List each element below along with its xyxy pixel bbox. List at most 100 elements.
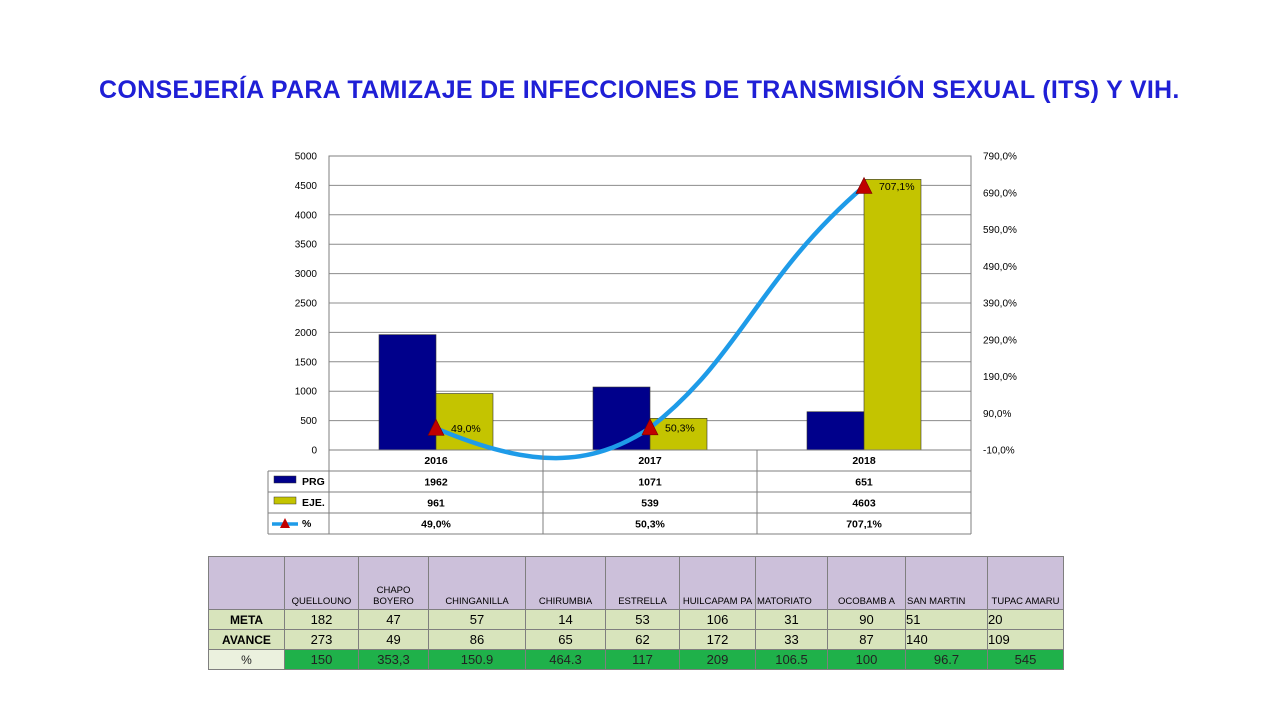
table-cell: 353,3 — [358, 649, 429, 670]
y-left-tick-label: 1000 — [295, 387, 318, 398]
percent-marker-2018 — [855, 176, 873, 194]
table-cell: 106.5 — [755, 649, 828, 670]
legend-label-%: % — [302, 518, 312, 530]
bar-eje-2018 — [863, 179, 922, 451]
bar-eje-2017 — [649, 418, 708, 451]
y-right-tick-label: 490,0% — [983, 262, 1017, 273]
x-tick-label: 2018 — [852, 455, 876, 467]
table-cell: 14 — [525, 609, 606, 630]
table-cell: 106 — [679, 609, 756, 630]
header-matoriato: MATORIATO — [755, 556, 828, 610]
point-label-2016: 49,0% — [451, 423, 481, 435]
table-cell: 62 — [605, 629, 680, 650]
data-table-value: 707,1% — [846, 519, 882, 531]
y-left-tick-label: 0 — [311, 446, 317, 457]
chart-data-table: 2016 2017 2018 PRG 1962 1071 651 EJE. 961 539 4603… — [267, 450, 972, 535]
percent-line: 49,0% 50,3% 707,1% — [427, 176, 915, 461]
table-header-row: QUELLOUNO CHAPO BOYERO CHINGANILLA CHIRU… — [208, 556, 1064, 610]
header-san-martin: SAN MARTIN — [905, 556, 988, 610]
legend-swatch-EJE. — [273, 496, 297, 505]
y-left-tick-label: 5000 — [295, 152, 318, 163]
y-right-tick-label: 90,0% — [983, 409, 1011, 420]
table-cell: 150 — [284, 649, 359, 670]
y-left-tick-label: 4000 — [295, 210, 318, 221]
percent-line-path — [433, 184, 867, 461]
bar-prg-2017 — [592, 386, 651, 451]
table-cell: 65 — [525, 629, 606, 650]
header-chapo-boyero: CHAPO BOYERO — [358, 556, 429, 610]
table-cell: 49 — [358, 629, 429, 650]
table-row-percent: % 150 353,3 150.9 464.3 117 209 106.5 10… — [208, 649, 1064, 670]
table-cell: 109 — [987, 629, 1064, 650]
table-cell: 57 — [428, 609, 526, 630]
combo-chart: 0 500 1000 1500 2000 2500 3000 3500 4000 4500 5000… — [267, 152, 1017, 535]
y-left-tick-label: 2500 — [295, 299, 318, 310]
y-left-tick-label: 4500 — [295, 181, 318, 192]
table-cell: 273 — [284, 629, 359, 650]
y-left-tick-label: 3000 — [295, 269, 318, 280]
plot-frame — [328, 155, 972, 451]
table-cell: 51 — [905, 609, 988, 630]
table-cell: 100 — [827, 649, 906, 670]
table-cell: 87 — [827, 629, 906, 650]
table-cell: 20 — [987, 609, 1064, 630]
y-right-tick-label: 390,0% — [983, 299, 1017, 310]
data-table-value: 1962 — [424, 477, 448, 489]
data-table-value: 1071 — [638, 477, 662, 489]
table-cell: 96.7 — [905, 649, 988, 670]
table-row-meta: META 182 47 57 14 53 106 31 90 51 20 — [208, 609, 1064, 630]
header-chirumbia: CHIRUMBIA — [525, 556, 606, 610]
y-right-tick-label: 290,0% — [983, 335, 1017, 346]
data-table-value: 4603 — [852, 498, 876, 510]
header-quellouno: QUELLOUNO — [284, 556, 359, 610]
row-label-percent: % — [208, 649, 285, 670]
y-right-tick-label: 690,0% — [983, 188, 1017, 199]
row-label-meta: META — [208, 609, 285, 630]
y-left-tick-label: 2000 — [295, 328, 318, 339]
data-table-value: 50,3% — [635, 519, 665, 531]
row-label-avance: AVANCE — [208, 629, 285, 650]
axes: 0 500 1000 1500 2000 2500 3000 3500 4000 4500 5000… — [295, 152, 1017, 457]
table-cell: 150.9 — [428, 649, 526, 670]
legend-marker-swatch — [280, 518, 290, 528]
header-chinganilla: CHINGANILLA — [428, 556, 526, 610]
y-right-tick-label: 590,0% — [983, 225, 1017, 236]
corner-cell — [208, 556, 285, 610]
district-table: QUELLOUNO CHAPO BOYERO CHINGANILLA CHIRU… — [208, 556, 1064, 670]
bars — [378, 179, 922, 451]
table-cell: 182 — [284, 609, 359, 630]
data-table-value: 651 — [855, 477, 873, 489]
y-left-tick-label: 500 — [300, 416, 317, 427]
table-cell: 117 — [605, 649, 680, 670]
table-cell: 140 — [905, 629, 988, 650]
y-left-tick-label: 3500 — [295, 240, 318, 251]
x-tick-label: 2016 — [424, 455, 448, 467]
header-tupac-amaru: TUPAC AMARU — [987, 556, 1064, 610]
table-cell: 464.3 — [525, 649, 606, 670]
point-label-2018: 707,1% — [879, 181, 915, 193]
header-ocobamba: OCOBAMB A — [827, 556, 906, 610]
legend-label-EJE.: EJE. — [302, 497, 325, 509]
y-right-tick-label: -10,0% — [983, 446, 1015, 457]
table-row-avance: AVANCE 273 49 86 65 62 172 33 87 140 109 — [208, 629, 1064, 650]
table-cell: 86 — [428, 629, 526, 650]
table-cell: 90 — [827, 609, 906, 630]
page-title: CONSEJERÍA PARA TAMIZAJE DE INFECCIONES … — [99, 76, 1180, 104]
x-tick-label: 2017 — [638, 455, 662, 467]
table-cell: 209 — [679, 649, 756, 670]
y-right-tick-label: 790,0% — [983, 152, 1017, 163]
data-table-value: 961 — [427, 498, 445, 510]
header-huilcapampa: HUILCAPAM PA — [679, 556, 756, 610]
data-table-value: 49,0% — [421, 519, 451, 531]
bar-prg-2018 — [806, 411, 865, 451]
y-right-tick-label: 190,0% — [983, 372, 1017, 383]
legend-swatch-PRG — [273, 475, 297, 484]
table-cell: 31 — [755, 609, 828, 630]
table-cell: 47 — [358, 609, 429, 630]
legend-label-PRG: PRG — [302, 476, 325, 488]
table-cell: 545 — [987, 649, 1064, 670]
header-estrella: ESTRELLA — [605, 556, 680, 610]
bar-prg-2016 — [378, 334, 437, 451]
table-cell: 53 — [605, 609, 680, 630]
percent-marker-2016 — [427, 418, 445, 436]
